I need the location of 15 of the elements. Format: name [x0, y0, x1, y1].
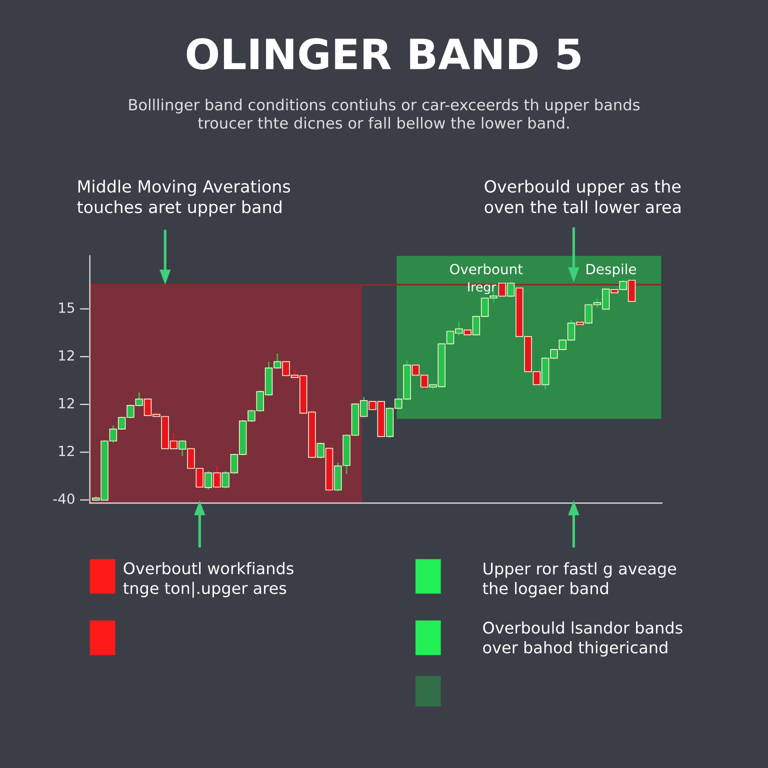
text: Upper ror fastl g aveage the logaer band [482, 562, 676, 598]
chart-title: OLINGER BAND 5 [186, 38, 580, 70]
text: Middle Moving Averations touches aret upper band [77, 180, 290, 216]
text: 15 [59, 302, 74, 313]
text: Overbould upper as the oven the tall lower area [484, 180, 681, 214]
text: Overbould lsandor bands over bahod thigericand [483, 621, 682, 657]
text: Overboutl workfiands tnge ton|.upger ares [123, 562, 294, 598]
text: Overbount [450, 264, 523, 274]
chart-subtitle: Bolllinger band conditions contiuhs or car-exceerds th upper bands troucer thte dicnes or fall bellow the lower band. [129, 98, 640, 129]
text: Despile [586, 264, 636, 278]
text: 12 [59, 446, 74, 456]
text: 12 [59, 398, 74, 408]
text: -40 [53, 493, 74, 504]
annotation: Iregr [468, 282, 496, 294]
text: 12 [59, 350, 74, 360]
